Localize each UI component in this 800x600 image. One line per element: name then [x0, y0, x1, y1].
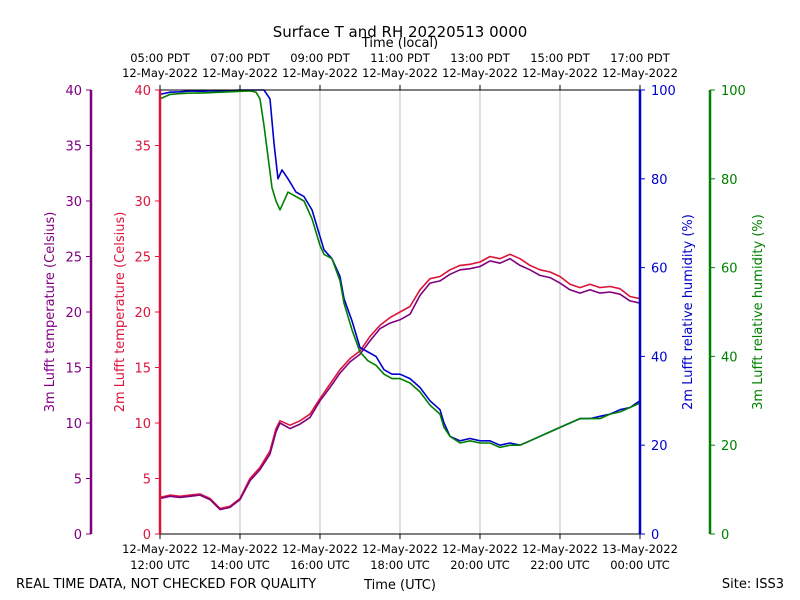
temp3m-tick-label: 0	[74, 528, 82, 543]
rh3m-tick-label: 20	[721, 439, 738, 454]
x-bottom-tick-date: 13-May-2022	[602, 542, 678, 556]
x-top-tick-date: 12-May-2022	[122, 66, 198, 80]
temp2m-axis-label: 2m Lufft temperature (Celsius)	[113, 212, 128, 413]
temp3m-tick-label: 35	[65, 140, 82, 155]
x-bottom-tick-time: 18:00 UTC	[370, 558, 430, 572]
temp3m-tick-label: 25	[65, 251, 82, 266]
x-axis-bottom-label: Time (UTC)	[363, 578, 436, 593]
rh2m-tick-label: 20	[651, 439, 668, 454]
temp3m-tick-label: 5	[74, 473, 82, 488]
x-bottom-tick-date: 12-May-2022	[362, 542, 438, 556]
x-top-tick-time: 17:00 PDT	[610, 51, 671, 65]
x-bottom-tick-date: 12-May-2022	[522, 542, 598, 556]
temp2m-tick-label: 25	[134, 251, 151, 266]
temp3m-tick-label: 30	[65, 195, 82, 210]
x-bottom-tick-time: 22:00 UTC	[530, 558, 590, 572]
temp2m-tick-label: 0	[143, 528, 151, 543]
chart-title: Surface T and RH 20220513 0000	[273, 23, 528, 41]
x-axis-top-label: Time (local)	[361, 36, 438, 51]
temp2m-tick-label: 20	[134, 306, 151, 321]
x-bottom-tick-time: 20:00 UTC	[450, 558, 510, 572]
x-bottom-tick-date: 12-May-2022	[282, 542, 358, 556]
rh2m-axis-label: 2m Lufft relative humidity (%)	[681, 214, 696, 410]
x-top-tick-time: 07:00 PDT	[210, 51, 271, 65]
temp2m-tick-label: 5	[143, 473, 151, 488]
tick-marks: 0 5 10 15 20 25 30 35 40 0 5 10 15 20 25 30 35 40 0 20 40 60 8…	[65, 51, 745, 572]
rh2m-tick-label: 100	[651, 84, 676, 99]
x-top-tick-date: 12-May-2022	[282, 66, 358, 80]
rh3m-tick-label: 60	[721, 262, 738, 277]
rh3m-tick-label: 0	[721, 528, 729, 543]
x-bottom-tick-date: 12-May-2022	[442, 542, 518, 556]
x-top-tick-time: 13:00 PDT	[450, 51, 511, 65]
x-top-tick-date: 12-May-2022	[442, 66, 518, 80]
x-top-tick-time: 09:00 PDT	[290, 51, 351, 65]
x-bottom-tick-date: 12-May-2022	[202, 542, 278, 556]
x-bottom-tick-time: 12:00 UTC	[130, 558, 190, 572]
rh3m-tick-label: 80	[721, 173, 738, 188]
rh2m-tick-label: 60	[651, 262, 668, 277]
temp3m-axis-label: 3m Lufft temperature (Celsius)	[43, 212, 58, 413]
x-bottom-tick-time: 16:00 UTC	[290, 558, 350, 572]
temp2m-tick-label: 40	[134, 84, 151, 99]
rh2m-tick-label: 0	[651, 528, 659, 543]
x-bottom-tick-date: 12-May-2022	[122, 542, 198, 556]
site-label: Site: ISS3	[722, 577, 784, 592]
quality-disclaimer: REAL TIME DATA, NOT CHECKED FOR QUALITY	[16, 577, 316, 592]
temp2m-tick-label: 15	[134, 362, 151, 377]
rh2m-tick-label: 80	[651, 173, 668, 188]
temp2m-tick-label: 30	[134, 195, 151, 210]
temp3m-tick-label: 40	[65, 84, 82, 99]
x-top-tick-date: 12-May-2022	[522, 66, 598, 80]
x-top-tick-date: 12-May-2022	[362, 66, 438, 80]
rh2m-tick-label: 40	[651, 350, 668, 365]
x-bottom-tick-time: 00:00 UTC	[610, 558, 670, 572]
temp3m-tick-label: 20	[65, 306, 82, 321]
series-line-temp3m	[159, 257, 641, 511]
x-top-tick-time: 11:00 PDT	[370, 51, 431, 65]
temp3m-tick-label: 15	[65, 362, 82, 377]
x-top-tick-time: 05:00 PDT	[130, 51, 191, 65]
temp2m-tick-label: 10	[134, 417, 151, 432]
rh3m-tick-label: 40	[721, 350, 738, 365]
temp2m-tick-label: 35	[134, 140, 151, 155]
x-top-tick-date: 12-May-2022	[202, 66, 278, 80]
temp3m-tick-label: 10	[65, 417, 82, 432]
rh3m-tick-label: 100	[721, 84, 746, 99]
x-bottom-tick-time: 14:00 UTC	[210, 558, 270, 572]
x-top-tick-time: 15:00 PDT	[530, 51, 591, 65]
x-top-tick-date: 12-May-2022	[602, 66, 678, 80]
rh3m-axis-label: 3m Lufft relative humidity (%)	[751, 214, 766, 410]
series-line-rh3m	[159, 90, 641, 449]
